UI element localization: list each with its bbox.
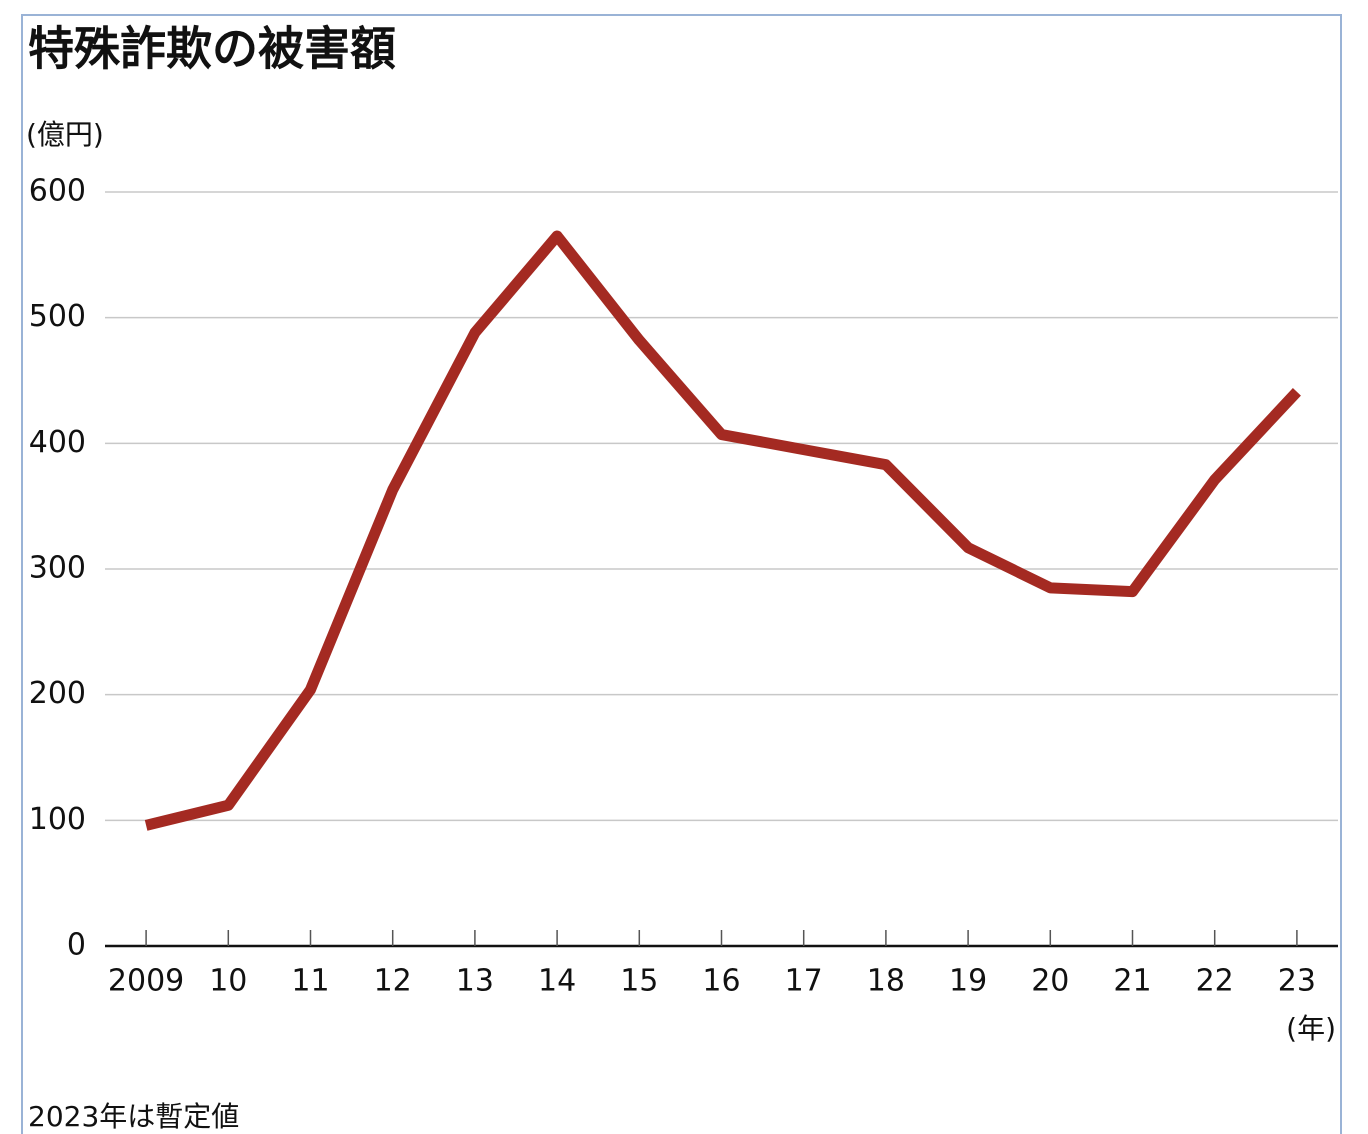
x-tick-label: 12 bbox=[374, 964, 412, 999]
x-tick-label: 19 bbox=[949, 964, 987, 999]
y-tick-label: 200 bbox=[29, 676, 86, 711]
x-tick-label: 16 bbox=[702, 964, 740, 999]
y-tick-label: 0 bbox=[67, 928, 86, 963]
x-tick-label: 15 bbox=[620, 964, 658, 999]
y-tick-label: 500 bbox=[29, 299, 86, 334]
y-tick-label: 100 bbox=[29, 802, 86, 837]
y-tick-label: 300 bbox=[29, 551, 86, 586]
y-tick-label: 400 bbox=[29, 425, 86, 460]
x-tick-label: 13 bbox=[456, 964, 494, 999]
x-tick-label: 11 bbox=[291, 964, 329, 999]
note: 2023年は暫定値 bbox=[28, 1100, 239, 1133]
y-tick-label: 600 bbox=[29, 174, 86, 209]
x-tick-label: 23 bbox=[1278, 964, 1316, 999]
x-tick-label: 2009 bbox=[108, 964, 184, 999]
line-series bbox=[144, 230, 1301, 831]
x-tick-label: 18 bbox=[867, 964, 905, 999]
y-axis-label: (億円) bbox=[26, 118, 104, 151]
x-tick-label: 14 bbox=[538, 964, 576, 999]
frame bbox=[21, 14, 1342, 1134]
x-tick-label: 22 bbox=[1196, 964, 1234, 999]
chart-title: 特殊詐欺の被害額 bbox=[28, 22, 396, 76]
x-axis-label: (年) bbox=[1286, 1012, 1336, 1045]
x-tick-label: 20 bbox=[1031, 964, 1069, 999]
x-tick-label: 10 bbox=[209, 964, 247, 999]
x-tick-label: 21 bbox=[1113, 964, 1151, 999]
x-tick-label: 17 bbox=[785, 964, 823, 999]
